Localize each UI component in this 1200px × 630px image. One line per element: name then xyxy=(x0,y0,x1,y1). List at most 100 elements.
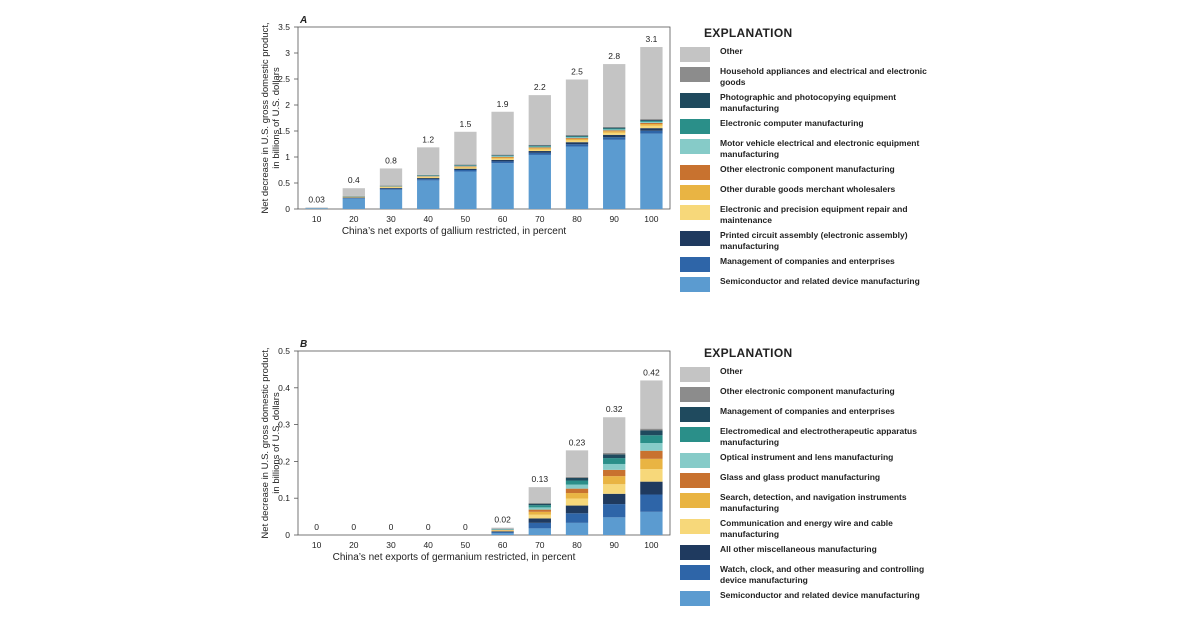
bar-segment-a xyxy=(565,136,589,138)
bar-segment-a xyxy=(528,144,551,146)
bar-segment-a xyxy=(640,118,663,120)
bar-segment-a xyxy=(565,134,589,136)
bar-segment-a xyxy=(491,156,514,158)
legend-item-a: Other xyxy=(680,46,980,62)
legend-swatch xyxy=(680,453,710,468)
bar-segment-a xyxy=(454,171,477,209)
bar-segment-a xyxy=(528,145,551,147)
bar-segment-a xyxy=(454,165,477,167)
bar-segment-a xyxy=(640,122,663,124)
y-tick-label-b: 0.1 xyxy=(278,493,290,503)
bar-segment-a xyxy=(565,137,589,139)
bar-segment-a xyxy=(603,137,626,140)
bar-segment-b xyxy=(528,522,551,529)
x-axis-label-a: China’s net exports of gallium restricte… xyxy=(342,226,567,237)
legend-label: Other electronic component manufacturing xyxy=(720,164,895,174)
bar-segment-a xyxy=(528,149,551,152)
bar-segment-a xyxy=(454,170,477,172)
x-tick-label-a: 40 xyxy=(423,214,433,224)
bar-segment-a xyxy=(379,187,403,188)
legend-label: Other durable goods merchant wholesalers xyxy=(720,184,896,194)
x-tick-label-b: 40 xyxy=(423,540,433,550)
bar-segment-a xyxy=(491,161,514,164)
bar-segment-a xyxy=(603,64,626,127)
legend-panel-a: EXPLANATION Other Household appliances an… xyxy=(680,26,980,296)
x-tick-label-b: 80 xyxy=(572,540,582,550)
bar-total-label-a: 1.5 xyxy=(459,119,471,129)
legend-label: Other electronic component manufacturing xyxy=(720,386,895,396)
bar-segment-a xyxy=(342,188,365,196)
bar-segment-a xyxy=(603,126,626,128)
y-tick-label-a: 3 xyxy=(285,48,290,58)
legend-item-b: Semiconductor and related device manufac… xyxy=(680,590,980,606)
legend-title-a: EXPLANATION xyxy=(704,26,793,40)
bar-segment-b xyxy=(565,480,589,485)
bar-segment-a xyxy=(565,138,589,141)
x-tick-label-b: 10 xyxy=(312,540,322,550)
legend-label: Search, detection, and navigation instru… xyxy=(720,492,907,513)
legend-label: Photographic and photocopying equipment … xyxy=(720,92,897,113)
x-tick-label-a: 60 xyxy=(498,214,508,224)
bar-segment-b xyxy=(640,481,663,495)
bar-segment-a xyxy=(603,132,626,135)
bar-segment-b xyxy=(603,484,626,494)
bar-segment-a xyxy=(528,146,551,148)
bar-segment-a xyxy=(342,197,365,199)
legend-item-a: Electronic and precision equipment repai… xyxy=(680,204,980,226)
legend-swatch xyxy=(680,93,710,108)
bar-segment-a xyxy=(379,189,403,209)
legend-swatch xyxy=(680,473,710,488)
bar-segment-b xyxy=(603,458,626,464)
legend-label: Electromedical and electrotherapeutic ap… xyxy=(720,426,917,447)
bar-total-label-a: 0.4 xyxy=(348,175,360,185)
legend-label: Electronic and precision equipment repai… xyxy=(720,204,908,225)
legend-item-b: Glass and glass product manufacturing xyxy=(680,472,980,488)
bar-segment-a xyxy=(640,119,663,121)
bar-segment-b xyxy=(528,511,551,515)
legend-label: Other xyxy=(720,366,743,376)
bar-segment-a xyxy=(491,163,514,209)
legend-item-a: Semiconductor and related device manufac… xyxy=(680,276,980,292)
bar-segment-b xyxy=(491,530,514,532)
bar-segment-a xyxy=(640,123,663,126)
bar-segment-b xyxy=(640,469,663,482)
bar-segment-a xyxy=(528,152,551,155)
bar-segment-a xyxy=(640,120,663,122)
bar-segment-a xyxy=(342,198,365,209)
bar-total-label-b: 0.13 xyxy=(532,474,549,484)
legend-title-b: EXPLANATION xyxy=(704,346,793,360)
legend-item-b: Optical instrument and lens manufacturin… xyxy=(680,452,980,468)
legend-item-a: Household appliances and electrical and … xyxy=(680,66,980,88)
y-tick-label-a: 3.5 xyxy=(278,22,290,32)
bar-segment-a xyxy=(603,127,626,129)
panel-label-a: A xyxy=(299,15,307,26)
x-tick-label-a: 20 xyxy=(349,214,359,224)
bar-total-label-b: 0.42 xyxy=(643,367,660,377)
bar-segment-b xyxy=(565,522,589,535)
legend-label: Printed circuit assembly (electronic ass… xyxy=(720,230,908,251)
bar-total-label-b: 0 xyxy=(389,522,394,532)
y-tick-label-b: 0.3 xyxy=(278,420,290,430)
bar-total-label-b: 0.02 xyxy=(494,515,511,525)
bar-segment-b xyxy=(491,527,514,529)
bar-segment-b xyxy=(603,476,626,485)
bar-segment-a xyxy=(454,166,477,168)
x-tick-label-a: 10 xyxy=(312,214,322,224)
legend-swatch xyxy=(680,139,710,154)
bar-segment-a xyxy=(417,180,440,209)
bar-segment-a xyxy=(640,121,663,123)
bar-segment-b xyxy=(640,458,663,470)
bar-segment-a xyxy=(603,131,626,133)
bar-segment-b xyxy=(528,514,551,519)
x-tick-label-b: 100 xyxy=(644,540,658,550)
bar-segment-a xyxy=(603,128,626,130)
bar-total-label-b: 0 xyxy=(351,522,356,532)
legend-label: Motor vehicle electrical and electronic … xyxy=(720,138,920,159)
bar-segment-b xyxy=(603,469,626,477)
bar-segment-a xyxy=(417,178,440,180)
legend-swatch xyxy=(680,367,710,382)
bar-segment-a xyxy=(491,156,514,157)
bar-total-label-a: 0.03 xyxy=(308,194,325,204)
bar-segment-a xyxy=(454,165,477,166)
legend-item-a: Management of companies and enterprises xyxy=(680,256,980,272)
